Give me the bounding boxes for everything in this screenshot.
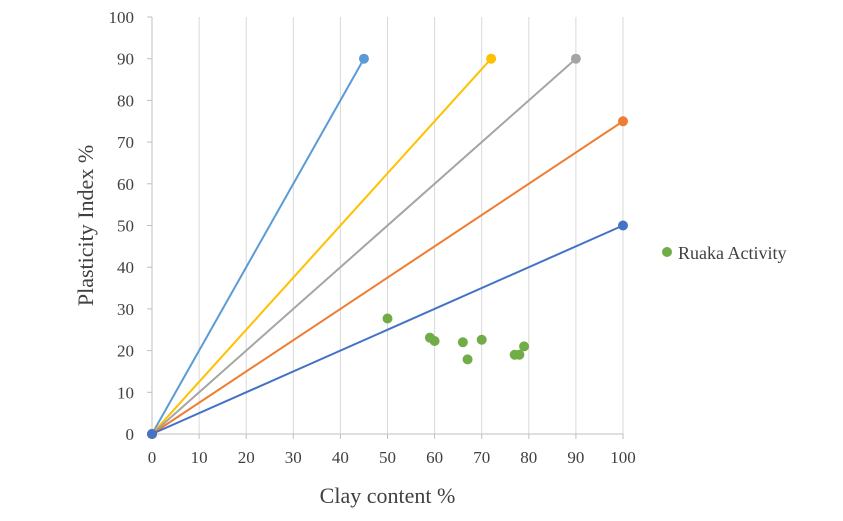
x-tick-label: 50 [379, 448, 396, 467]
data-point [519, 341, 530, 352]
axis-layer: 0 10 20 30 40 50 60 70 80 90 100 0 10 20 30 40 50 60 70 80 9… [109, 8, 636, 467]
y-tick-label: 80 [117, 91, 134, 110]
y-tick-label: 10 [117, 383, 134, 402]
legend-label-ruaka-activity: Ruaka Activity [678, 243, 786, 263]
y-tick-label: 30 [117, 300, 134, 319]
reference-line-marker [618, 116, 628, 127]
reference-line [151, 57, 577, 435]
data-point [476, 334, 487, 345]
y-tick-label: 100 [109, 8, 135, 27]
reference-line [151, 58, 492, 435]
x-tick-label: 100 [610, 448, 636, 467]
reference-line [151, 224, 624, 435]
y-tick-label: 0 [126, 425, 135, 444]
x-tick-label: 10 [191, 448, 208, 467]
x-tick-label: 0 [148, 448, 157, 467]
y-tick-label: 60 [117, 175, 134, 194]
grid-layer [198, 17, 624, 434]
reference-line [151, 120, 624, 435]
reference-lines [147, 53, 628, 439]
data-point [514, 349, 525, 360]
x-tick-label: 30 [285, 448, 302, 467]
y-tick-label: 70 [117, 133, 134, 152]
reference-line-marker [486, 53, 497, 64]
reference-line [151, 58, 365, 435]
reference-line-marker [570, 53, 581, 64]
legend: Ruaka Activity [662, 243, 786, 263]
y-tick-label: 40 [117, 258, 134, 277]
reference-line-marker [147, 429, 157, 439]
data-point [462, 354, 473, 365]
y-tick-label: 50 [117, 217, 134, 236]
data-point [429, 336, 440, 347]
x-tick-label: 80 [520, 448, 537, 467]
data-point [382, 313, 393, 324]
data-point [457, 337, 468, 348]
reference-line-marker [618, 220, 628, 231]
x-tick-label: 70 [473, 448, 490, 467]
x-tick-label: 60 [426, 448, 443, 467]
y-axis-title: Plasticity Index % [73, 145, 98, 306]
x-tick-label: 90 [567, 448, 584, 467]
legend-marker-ruaka-activity [662, 247, 672, 257]
data-points [382, 313, 530, 365]
x-tick-label: 20 [238, 448, 255, 467]
x-tick-label: 40 [332, 448, 349, 467]
y-tick-label: 90 [117, 50, 134, 69]
reference-line-marker [358, 53, 369, 64]
y-tick-label: 20 [117, 342, 134, 361]
x-axis-title: Clay content % [320, 483, 456, 508]
